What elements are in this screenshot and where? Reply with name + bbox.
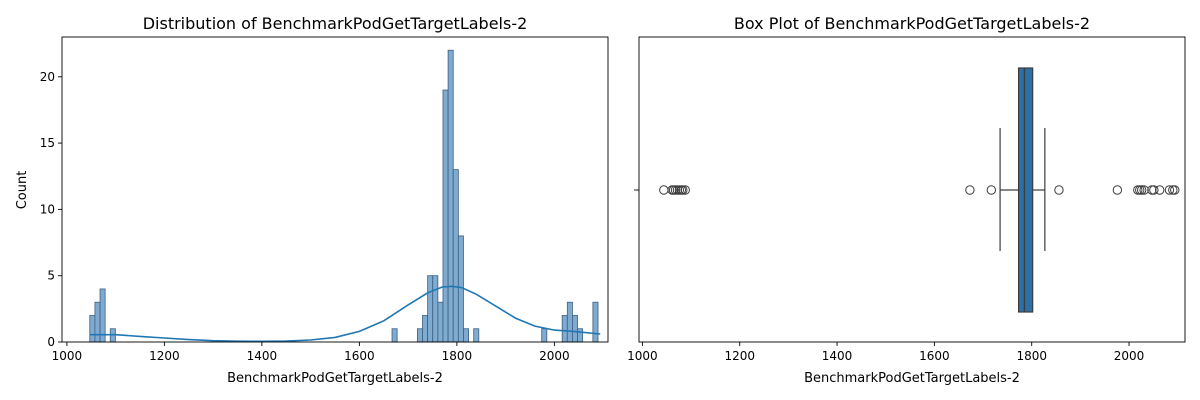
histogram-bar — [452, 169, 459, 343]
histogram-y-tick-label: 10 — [40, 202, 55, 216]
histogram-y-tick-label: 0 — [47, 335, 55, 349]
histogram-bar — [416, 328, 423, 343]
histogram-y-ticks: 0 5 10 15 20 — [40, 70, 62, 349]
boxplot-body — [659, 67, 1180, 313]
histogram-x-ticks: 1000 1200 1400 1600 1800 2000 — [52, 342, 570, 363]
histogram-bar — [422, 315, 429, 343]
boxplot-x-tick-label: 1400 — [822, 349, 853, 363]
histogram-bar — [561, 315, 568, 343]
histogram-x-tick-label: 1400 — [247, 349, 278, 363]
outlier-point — [986, 185, 997, 195]
outlier-point — [659, 185, 669, 195]
outlier-point — [1139, 185, 1149, 195]
histogram-plot-frame — [61, 36, 609, 343]
histogram-x-tick-label: 1000 — [52, 349, 83, 363]
histogram-bar — [94, 301, 101, 343]
boxplot-x-tick-label: 1800 — [1016, 349, 1047, 363]
boxplot-x-axis-label: BenchmarkPodGetTargetLabels-2 — [804, 371, 1020, 386]
outlier-point — [1149, 185, 1159, 195]
histogram-x-axis-label: BenchmarkPodGetTargetLabels-2 — [227, 371, 443, 386]
histogram-y-axis-label: Count — [15, 171, 30, 210]
outlier-point — [1170, 185, 1180, 195]
interquartile-box — [1017, 67, 1034, 313]
histogram-bar — [391, 328, 398, 343]
histogram-title: Distribution of BenchmarkPodGetTargetLab… — [143, 14, 528, 33]
histogram-bar — [541, 328, 548, 343]
histogram-x-tick-label: 2000 — [539, 349, 570, 363]
histogram-bar — [437, 301, 444, 343]
boxplot-panel: Box Plot of BenchmarkPodGetTargetLabels-… — [627, 14, 1186, 386]
histogram-y-tick-label: 20 — [40, 70, 55, 84]
boxplot-x-tick-label: 2000 — [1114, 349, 1145, 363]
boxplot-x-ticks: 1000 1200 1400 1600 1800 2000 — [627, 342, 1144, 363]
outlier-point — [1112, 185, 1123, 195]
histogram-bar — [89, 315, 96, 343]
histogram-panel: Distribution of BenchmarkPodGetTargetLab… — [15, 14, 609, 386]
histogram-bar — [447, 49, 454, 343]
outlier-point — [1164, 185, 1175, 195]
kde-curve — [89, 285, 601, 343]
histogram-bar — [457, 235, 464, 343]
histogram-bar — [566, 301, 573, 343]
histogram-bar — [577, 328, 584, 343]
outlier-point — [1147, 185, 1157, 195]
outlier-point — [680, 185, 690, 195]
histogram-bar — [442, 89, 449, 343]
histogram-bars — [89, 49, 599, 343]
histogram-bar — [473, 328, 480, 343]
histogram-bar — [592, 301, 599, 343]
histogram-x-tick-label: 1600 — [344, 349, 375, 363]
histogram-y-tick-label: 5 — [47, 269, 55, 283]
boxplot-x-tick-label: 1000 — [627, 349, 658, 363]
outlier-point — [965, 185, 975, 195]
boxplot-x-tick-label: 1600 — [919, 349, 950, 363]
histogram-x-tick-label: 1800 — [442, 349, 473, 363]
histogram-y-tick-label: 15 — [40, 136, 55, 150]
histogram-bar — [572, 315, 578, 343]
outlier-point — [1136, 185, 1147, 195]
histogram-bar — [432, 275, 439, 343]
outlier-point — [678, 185, 688, 195]
histogram-bar — [463, 328, 469, 343]
boxplot-x-tick-label: 1200 — [724, 349, 755, 363]
histogram-x-tick-label: 1200 — [149, 349, 180, 363]
boxplot-plot-frame — [638, 36, 1186, 343]
histogram-bar — [427, 275, 434, 343]
outlier-point — [1054, 185, 1064, 195]
boxplot-title: Box Plot of BenchmarkPodGetTargetLabels-… — [734, 14, 1090, 33]
outlier-point — [1154, 185, 1165, 195]
